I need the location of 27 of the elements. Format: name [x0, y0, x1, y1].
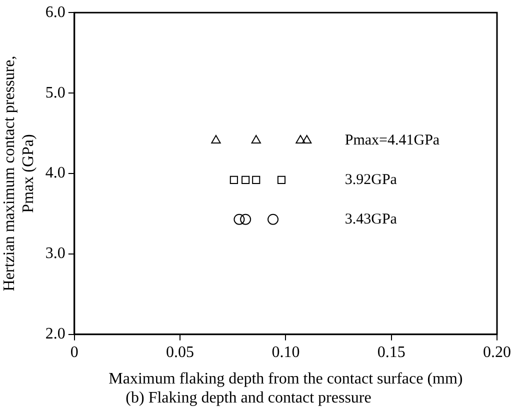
- text: 3.43GPa: [344, 211, 398, 228]
- x-tick-label: 0.10: [272, 344, 300, 362]
- y-tick-label: 4.0: [45, 164, 66, 182]
- y-tick-label: 3.0: [45, 245, 66, 262]
- point: [240, 214, 252, 225]
- x-axis-title: Maximum flaking depth from the contact surface (mm): [108, 370, 463, 388]
- point: [251, 135, 261, 144]
- point: [242, 176, 250, 184]
- point: [211, 135, 221, 144]
- x-tick-label: 0.15: [377, 344, 406, 362]
- point: [234, 214, 245, 225]
- y-tick-label: 2.0: [45, 326, 66, 343]
- text: (b) Flaking depth and contact pressure: [126, 390, 372, 407]
- y-tick-label: 6.0: [45, 4, 66, 21]
- text: Pmax=4.41GPa: [344, 132, 440, 148]
- point: [268, 214, 279, 225]
- x-tick-label: 0.05: [166, 344, 194, 362]
- point: [296, 135, 306, 144]
- x-tick-label: 0: [70, 344, 78, 362]
- point: [252, 176, 260, 184]
- point: [277, 176, 286, 184]
- y-axis-title: Hertzian maximum contact pressure, Pmax (GPa): [0, 56, 38, 292]
- x-tick-label: 0.20: [483, 344, 511, 362]
- point: [302, 135, 312, 144]
- y-tick-label: 5.0: [45, 84, 66, 102]
- text: 3.92GPa: [344, 172, 398, 188]
- point: [230, 176, 238, 184]
